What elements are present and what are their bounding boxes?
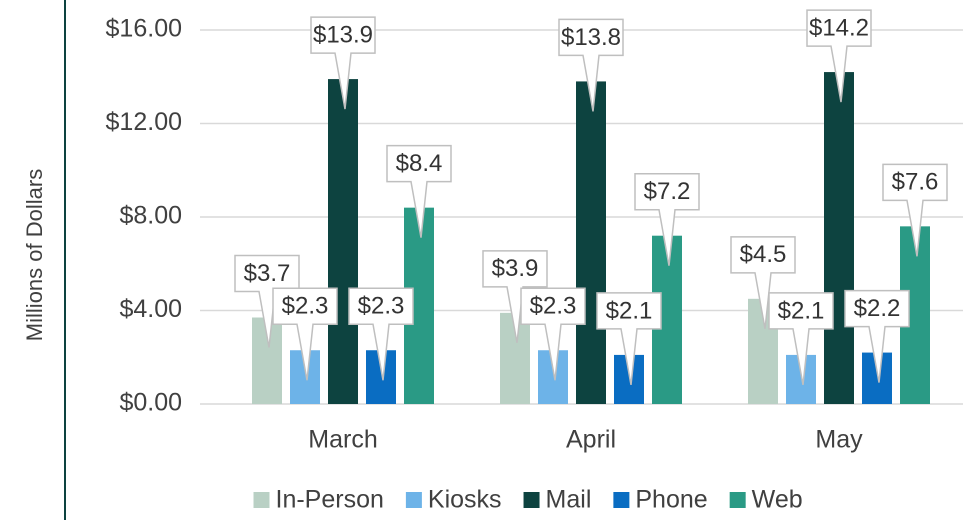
- legend-swatch: [613, 492, 630, 508]
- data-label: $2.1: [606, 297, 653, 324]
- data-label: $2.3: [530, 293, 577, 320]
- callout-box: [386, 144, 452, 238]
- callout: $8.4: [386, 144, 452, 238]
- callout: $2.1: [768, 292, 834, 386]
- y-tick-label: $12.00: [106, 108, 182, 136]
- bar: [328, 79, 358, 405]
- data-label: $2.3: [282, 293, 329, 320]
- data-label: $3.7: [244, 260, 291, 287]
- bar: [576, 81, 606, 405]
- y-tick-label: $0.00: [119, 389, 182, 417]
- legend-swatch: [253, 492, 270, 508]
- callout-box: [882, 163, 948, 257]
- callout: $13.8: [558, 18, 624, 112]
- callout-box: [348, 287, 414, 381]
- callout: $2.1: [596, 292, 662, 386]
- y-tick-label: $4.00: [119, 295, 182, 323]
- callout: $2.2: [844, 289, 910, 383]
- data-label: $7.2: [644, 178, 691, 205]
- legend-label: Web: [752, 486, 803, 514]
- data-label: $13.8: [561, 24, 621, 51]
- callout: $2.3: [520, 287, 586, 381]
- callout-box: [596, 292, 662, 386]
- callout: $3.7: [234, 254, 300, 348]
- callout-box: [310, 16, 376, 110]
- data-label: $4.5: [740, 241, 787, 268]
- legend-label: Phone: [635, 486, 707, 514]
- legend-label: In-Person: [276, 486, 384, 514]
- callout: $7.6: [882, 163, 948, 257]
- callout-box: [520, 287, 586, 381]
- data-label: $2.2: [854, 295, 901, 322]
- callout: $4.5: [730, 236, 796, 329]
- callout-box: [634, 172, 700, 266]
- legend-swatch: [405, 492, 422, 508]
- legend-label: Kiosks: [428, 486, 502, 514]
- data-label: $3.9: [492, 255, 539, 282]
- data-label: $14.2: [809, 14, 869, 41]
- callout-box: [806, 9, 872, 103]
- callout-box: [768, 292, 834, 386]
- callout: $3.9: [482, 250, 548, 343]
- data-label: $13.9: [313, 21, 373, 48]
- data-label: $2.1: [778, 297, 825, 324]
- x-tick-label: April: [566, 426, 616, 454]
- callout: $7.2: [634, 172, 700, 266]
- y-tick-label: $16.00: [106, 15, 182, 43]
- data-label: $7.6: [892, 169, 939, 196]
- callout-box: [234, 254, 300, 348]
- bar: [824, 72, 854, 404]
- legend-label: Mail: [546, 486, 592, 514]
- callout-box: [844, 289, 910, 383]
- x-tick-label: May: [815, 426, 863, 454]
- data-label: $8.4: [396, 150, 443, 177]
- callout-box: [272, 287, 338, 381]
- legend-swatch: [523, 492, 540, 508]
- callout-box: [730, 236, 796, 329]
- callout: $13.9: [310, 16, 376, 110]
- callout: $14.2: [806, 9, 872, 103]
- callout-box: [482, 250, 548, 343]
- callout-box: [558, 18, 624, 112]
- callout: $2.3: [348, 287, 414, 381]
- legend-swatch: [729, 492, 746, 508]
- y-tick-label: $8.00: [119, 202, 182, 230]
- x-tick-label: March: [308, 426, 377, 454]
- data-label: $2.3: [358, 293, 405, 320]
- callout: $2.3: [272, 287, 338, 381]
- y-axis-label: Millions of Dollars: [22, 169, 47, 341]
